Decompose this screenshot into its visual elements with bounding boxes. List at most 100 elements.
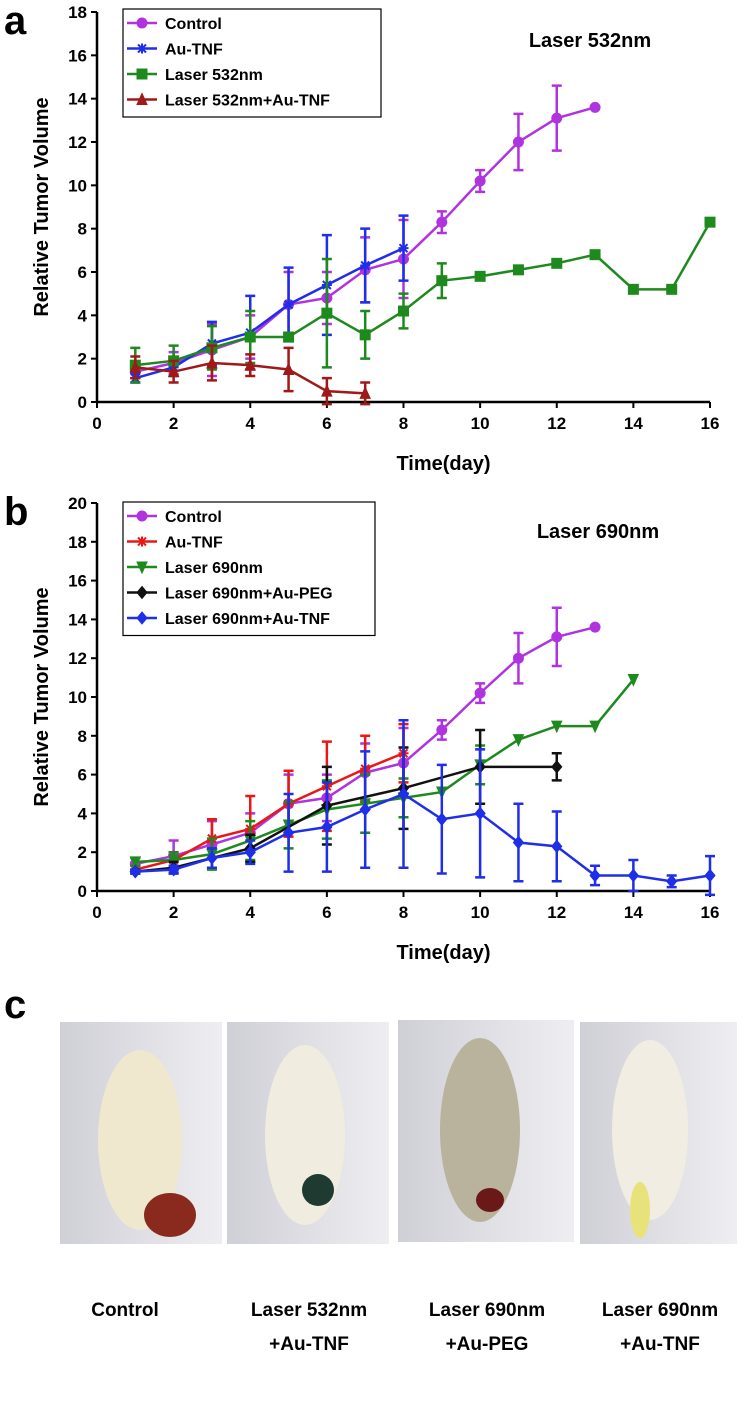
- y-tick-label: 4: [78, 804, 88, 823]
- x-tick-label: 0: [92, 903, 101, 922]
- panel-label: c: [4, 983, 26, 1027]
- y-tick-label: 14: [68, 90, 87, 109]
- y-tick-label: 0: [78, 393, 87, 412]
- legend-label: Control: [165, 509, 222, 526]
- x-tick-label: 16: [701, 903, 720, 922]
- marker: [589, 868, 601, 883]
- marker: [474, 687, 486, 699]
- marker: [550, 720, 563, 734]
- marker: [512, 652, 524, 664]
- x-tick-label: 16: [701, 414, 720, 433]
- marker: [397, 787, 410, 801]
- x-tick-label: 10: [471, 903, 490, 922]
- marker: [627, 674, 640, 687]
- marker: [512, 734, 525, 747]
- mouse: [612, 1040, 688, 1220]
- marker: [551, 112, 563, 124]
- photo-caption: +Au-TNF: [269, 1334, 349, 1355]
- marker: [589, 621, 601, 633]
- y-tick-label: 14: [68, 610, 87, 629]
- marker: [136, 17, 148, 29]
- marker: [283, 331, 295, 343]
- photo-panel: [60, 1020, 737, 1244]
- legend-label: Control: [165, 16, 222, 33]
- marker: [206, 355, 218, 369]
- photo-caption: +Au-TNF: [620, 1334, 700, 1355]
- y-tick-label: 12: [68, 133, 87, 152]
- marker: [321, 383, 333, 397]
- x-tick-label: 14: [624, 903, 643, 922]
- x-tick-label: 6: [322, 414, 331, 433]
- y-tick-label: 18: [68, 3, 87, 22]
- x-tick-label: 2: [169, 903, 178, 922]
- x-tick-label: 4: [246, 903, 256, 922]
- marker: [512, 835, 525, 850]
- marker: [474, 270, 486, 282]
- marker: [167, 364, 180, 378]
- x-tick-label: 6: [322, 903, 331, 922]
- marker: [398, 305, 409, 317]
- marker: [136, 510, 148, 522]
- y-tick-label: 12: [68, 649, 87, 668]
- legend-box: [122, 501, 376, 637]
- y-tick-label: 8: [78, 220, 87, 239]
- x-tick-label: 14: [624, 414, 643, 433]
- annotation: Laser 690nm: [537, 521, 659, 543]
- marker: [436, 724, 448, 736]
- legend-box: [122, 8, 382, 118]
- marker: [589, 249, 601, 261]
- marker: [360, 260, 371, 271]
- marker: [129, 864, 141, 879]
- series-line: [135, 221, 712, 367]
- marker: [282, 362, 295, 375]
- marker: [244, 331, 256, 343]
- marker: [704, 216, 716, 228]
- marker: [321, 820, 333, 834]
- mouse: [98, 1050, 182, 1230]
- marker: [136, 611, 148, 625]
- photo-caption: Laser 690nm: [429, 1300, 545, 1321]
- marker: [137, 43, 147, 54]
- photo-caption: Laser 690nm: [602, 1300, 718, 1321]
- annotation: Laser 532nm: [529, 30, 651, 52]
- marker: [551, 839, 563, 854]
- y-tick-label: 6: [78, 766, 87, 785]
- panel-label: a: [4, 0, 27, 43]
- y-axis-title: Relative Tumor Volume: [31, 587, 53, 806]
- marker: [704, 868, 716, 883]
- legend-label: Au-TNF: [165, 535, 223, 552]
- x-tick-label: 2: [169, 414, 178, 433]
- y-tick-label: 16: [68, 572, 87, 591]
- series-line: [135, 752, 404, 871]
- y-tick-label: 10: [68, 688, 87, 707]
- marker: [627, 283, 639, 295]
- marker: [666, 874, 678, 889]
- x-tick-label: 4: [246, 414, 256, 433]
- marker: [359, 386, 371, 399]
- marker: [359, 802, 371, 817]
- tumor: [476, 1188, 504, 1212]
- marker: [283, 299, 294, 310]
- x-axis-title: Time(day): [396, 453, 490, 475]
- marker: [137, 536, 147, 547]
- legend-label: Laser 690nm: [165, 560, 263, 577]
- legend-label: Laser 532nm: [165, 67, 263, 84]
- marker: [282, 826, 295, 840]
- legend-label: Laser 532nm+Au-TNF: [165, 93, 330, 110]
- y-tick-label: 18: [68, 533, 87, 552]
- marker: [474, 175, 486, 187]
- series-line: [134, 247, 405, 380]
- y-tick-label: 0: [78, 882, 87, 901]
- photo-caption: Laser 532nm: [251, 1300, 367, 1321]
- marker: [136, 561, 148, 575]
- marker: [244, 845, 256, 859]
- y-tick-label: 6: [78, 263, 87, 282]
- marker: [512, 136, 524, 148]
- y-tick-label: 4: [78, 306, 88, 325]
- marker: [129, 360, 142, 373]
- marker: [551, 760, 563, 774]
- marker: [206, 851, 218, 865]
- marker: [551, 631, 563, 643]
- marker: [436, 812, 448, 827]
